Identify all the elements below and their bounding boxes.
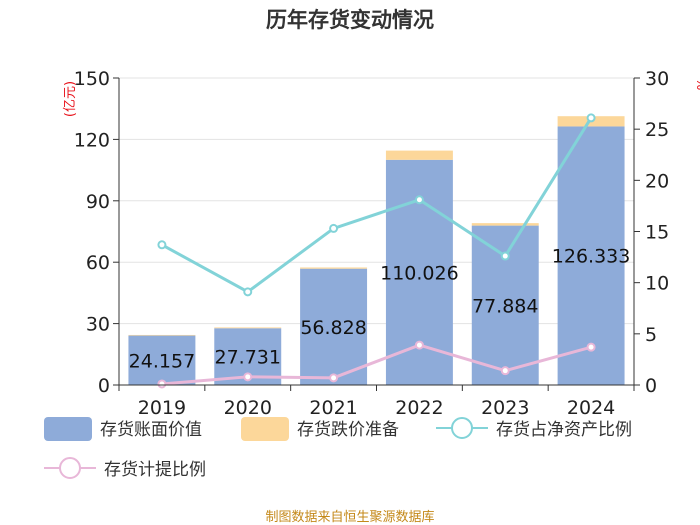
lines [157,113,596,389]
grid [119,77,634,325]
x-tick-label: 2024 [567,397,615,419]
legend-marker [451,417,473,439]
point-inventory-ratio [586,113,596,123]
data-label: 77.884 [472,295,538,317]
y-right-tick-label: 20 [645,170,669,192]
point-inventory-ratio [157,240,167,250]
legend-swatch [44,417,92,441]
point-provision-ratio [329,373,339,383]
point-provision-ratio [586,342,596,352]
y-right-tick-label: 10 [645,273,669,295]
point-inventory-ratio [329,223,339,233]
y-right-tick-label: 15 [645,222,669,244]
point-provision-ratio [500,366,510,376]
legend-item: 存货计提比例 [44,457,206,480]
point-provision-ratio [243,372,253,382]
y-left-tick-label: 0 [98,375,110,397]
legend-marker [59,457,81,479]
y-left-tick-label: 150 [74,68,110,90]
legend-label: 存货账面价值 [100,420,202,440]
y-left-tick-label: 30 [86,314,110,336]
x-tick-label: 2021 [309,397,357,419]
bar-book-value [557,126,625,385]
data-label: 110.026 [380,262,459,284]
legend-label: 存货占净资产比例 [496,420,632,440]
x-tick-label: 2020 [224,397,272,419]
bar-book-value [128,335,196,385]
x-tick-label: 2023 [481,397,529,419]
y-right-tick-label: 30 [645,68,669,90]
legend-label: 存货计提比例 [104,460,206,480]
legend-item: 存货账面价值 [44,417,202,441]
legend-item: 存货占净资产比例 [436,417,632,440]
y-right-tick-label: 5 [645,324,657,346]
point-inventory-ratio [243,287,253,297]
chart-title: 历年存货变动情况 [266,8,434,32]
data-label: 24.157 [129,350,195,372]
y-left-tick-label: 120 [74,129,110,151]
bar-book-value [300,268,368,385]
data-label: 126.333 [552,246,631,268]
axes: 0 30 60 90 120 150 0 5 10 15 20 25 30 2019 2020 2021 202… [74,68,669,419]
bar-impairment [128,334,196,336]
y-left-tick-label: 60 [86,252,110,274]
x-tick-label: 2022 [395,397,443,419]
legend-label: 存货跌价准备 [297,420,399,440]
bar-impairment [471,223,539,226]
legend-swatch [241,417,289,441]
point-provision-ratio [157,379,167,389]
bar-impairment [214,327,282,329]
line-provision-ratio [161,343,592,386]
point-inventory-ratio [414,195,424,205]
y-left-unit: (亿元) [63,81,78,117]
y-right-unit: % [693,78,700,90]
bar-impairment [300,267,368,269]
x-tick-label: 2019 [138,397,186,419]
data-label: 56.828 [300,317,366,339]
source-note: 制图数据来自恒生聚源数据库 [265,509,434,525]
line-inventory-ratio [161,117,593,294]
point-inventory-ratio [500,251,510,261]
legend-item: 存货跌价准备 [241,417,399,441]
y-right-tick-label: 0 [645,375,657,397]
y-left-tick-label: 90 [86,191,110,213]
bars [128,116,625,385]
data-label: 27.731 [215,347,281,369]
point-provision-ratio [414,340,424,350]
y-right-tick-label: 25 [645,119,669,141]
bar-impairment [385,150,453,160]
data-labels: 24.157 27.731 56.828 110.026 77.884 126.333 [129,246,631,373]
